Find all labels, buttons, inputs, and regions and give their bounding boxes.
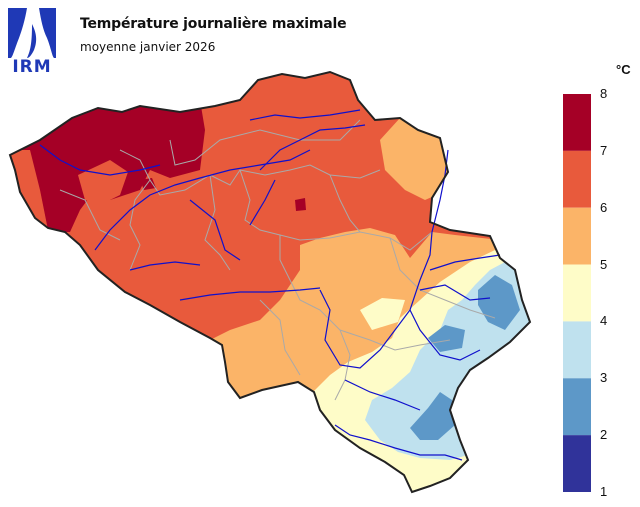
zone-7-8-small: [140, 178, 156, 190]
river-haine: [129, 261, 201, 271]
irm-logo: IRM: [8, 8, 56, 74]
river-lesse: [344, 379, 421, 411]
river-meuse: [319, 149, 449, 369]
temperature-fill: [10, 72, 530, 492]
zone-4-5-patch: [360, 298, 405, 330]
legend-swatch-4-5: [563, 264, 591, 322]
zone-2-3-south: [410, 392, 455, 440]
legend-swatch-2-3: [563, 378, 591, 436]
legend-tick-label: 3: [600, 370, 608, 386]
zone-2-3-center: [428, 325, 465, 352]
logo-text: IRM: [12, 57, 51, 74]
river-amblève: [419, 284, 491, 301]
zone-7-8-small-2: [295, 198, 306, 211]
river-schelde: [94, 149, 311, 251]
legend-tick-label: 7: [600, 142, 608, 158]
logo-figure-right: [39, 8, 56, 58]
river-leie: [39, 144, 161, 176]
logo-figure-left: [8, 8, 27, 58]
color-legend: [563, 94, 591, 492]
river-sambre: [179, 287, 321, 301]
river-demer: [259, 124, 366, 171]
logo-figure-center: [27, 24, 37, 58]
legend-swatch-7-8: [563, 94, 591, 151]
river-dender: [189, 199, 241, 261]
province-boundaries: [59, 119, 496, 401]
legend-tick-label: 6: [600, 199, 608, 215]
river-dyle: [249, 179, 276, 226]
map-title: Température journalière maximale: [80, 16, 347, 32]
legend-tick-label: 8: [600, 86, 608, 101]
river-semois: [334, 424, 463, 461]
legend-tick-label: 2: [600, 427, 608, 443]
legend-swatch-1-2: [563, 435, 591, 492]
legend-unit: °C: [616, 62, 631, 77]
belgium-border: [8, 70, 532, 494]
legend-swatch-5-6: [563, 207, 591, 265]
legend-swatch-6-7: [563, 150, 591, 208]
rivers: [39, 109, 501, 461]
legend-tick-label: 4: [600, 313, 608, 329]
map-subtitle: moyenne janvier 2026: [80, 40, 216, 54]
river-vesdre: [429, 254, 501, 271]
river-nete: [249, 109, 361, 121]
legend-swatch-3-4: [563, 321, 591, 379]
zone-5-6-limburg: [380, 118, 450, 200]
belgium-temperature-map: [8, 70, 532, 494]
river-ourthe: [409, 309, 481, 361]
legend-tick-label: 5: [600, 256, 608, 272]
legend-tick-label: 1: [600, 484, 608, 499]
